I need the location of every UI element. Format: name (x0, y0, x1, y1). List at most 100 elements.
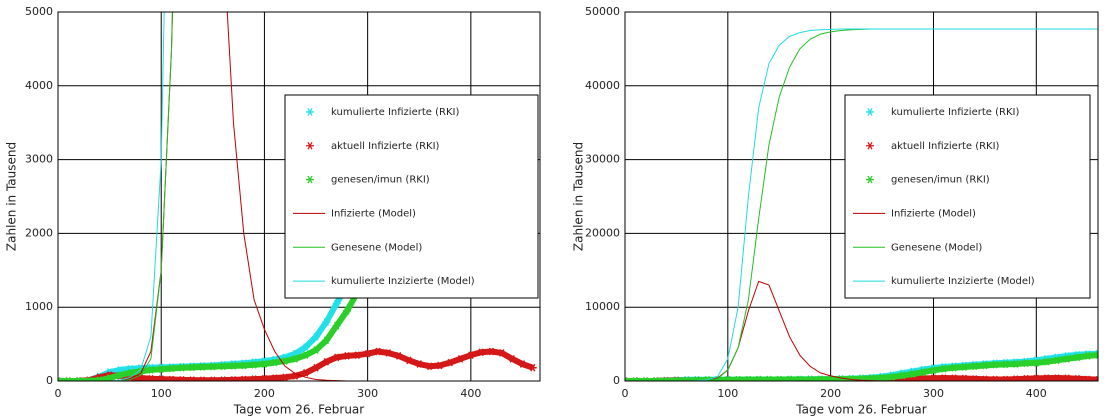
data-marker (384, 349, 393, 357)
legend-marker (866, 175, 874, 184)
x-axis-label: Tage vom 26. Februar (795, 403, 926, 417)
legend-marker (866, 141, 874, 150)
data-marker (1063, 355, 1072, 363)
y-tick-label: 4000 (25, 79, 53, 92)
x-tick-label: 400 (1026, 387, 1047, 400)
data-marker (487, 347, 496, 356)
data-marker (1001, 360, 1010, 369)
data-marker (734, 375, 743, 381)
data-marker (446, 358, 455, 367)
data-marker (291, 355, 300, 363)
data-marker (744, 375, 753, 381)
data-marker (1083, 375, 1092, 381)
data-marker (126, 369, 135, 377)
data-marker (342, 307, 351, 315)
data-marker (404, 356, 413, 365)
data-marker (157, 365, 166, 374)
x-tick-label: 0 (622, 387, 629, 400)
data-marker (950, 363, 959, 372)
data-marker (322, 318, 331, 326)
series-line (58, 12, 533, 381)
data-marker (312, 332, 321, 341)
data-marker (146, 374, 155, 381)
legend-label: Genesene (Model) (891, 242, 982, 253)
y-tick-label: 0 (613, 374, 620, 387)
data-marker (301, 351, 310, 360)
data-marker (939, 364, 948, 373)
legend-marker (306, 175, 314, 184)
data-marker (1052, 374, 1061, 381)
y-tick-label: 20000 (585, 226, 620, 239)
y-tick-label: 40000 (585, 79, 620, 92)
data-marker (260, 360, 269, 368)
y-axis-label: Zahlen in Tausend (572, 142, 586, 251)
data-marker (477, 348, 486, 357)
y-tick-label: 10000 (585, 300, 620, 313)
data-marker (188, 376, 197, 381)
data-marker (115, 371, 124, 379)
x-tick-label: 100 (717, 387, 738, 400)
data-marker (95, 376, 104, 381)
data-marker (291, 371, 300, 380)
x-tick-label: 400 (460, 387, 481, 400)
data-marker (260, 374, 269, 381)
data-marker (508, 355, 517, 363)
data-marker (980, 361, 989, 370)
data-marker (208, 376, 217, 381)
data-marker (270, 358, 279, 367)
data-marker (229, 376, 238, 381)
y-tick-label: 3000 (25, 153, 53, 166)
data-marker (723, 375, 732, 381)
data-marker (466, 351, 475, 360)
y-axis-label: Zahlen in Tausend (5, 142, 19, 251)
data-marker (625, 377, 629, 381)
data-marker (415, 360, 424, 368)
data-marker (167, 364, 176, 373)
data-marker (167, 375, 176, 381)
data-marker (301, 343, 310, 351)
plot-frame (624, 11, 1099, 382)
data-marker (312, 363, 321, 372)
x-axis-label: Tage vom 26. Februar (233, 403, 364, 417)
data-marker (528, 363, 537, 372)
legend-label: Genesene (Model) (331, 242, 422, 253)
data-marker (301, 369, 310, 377)
data-marker (836, 375, 845, 381)
data-marker (394, 352, 403, 360)
data-marker (631, 377, 640, 381)
data-marker (219, 376, 228, 381)
data-marker (497, 349, 506, 357)
legend: kumulierte Infizierte (RKI) aktuell Infiz… (844, 94, 1091, 299)
data-marker (919, 368, 928, 376)
data-marker (1042, 357, 1051, 366)
legend-label: Infizierte (Model) (331, 208, 416, 219)
x-tick-label: 200 (820, 387, 841, 400)
legend: kumulierte Infizierte (RKI) aktuell Infiz… (284, 94, 539, 299)
data-marker (64, 377, 73, 381)
data-marker (754, 375, 763, 381)
data-marker (1073, 374, 1082, 381)
data-marker (1022, 359, 1031, 368)
data-marker (970, 362, 979, 371)
data-marker (518, 360, 527, 368)
legend-box (844, 94, 1091, 299)
legend-label: aktuell Infizierte (RKI) (891, 141, 1000, 152)
data-marker (270, 374, 279, 381)
data-marker (775, 375, 784, 381)
data-marker (785, 375, 794, 381)
x-tick-label: 0 (55, 387, 62, 400)
data-marker (332, 299, 341, 308)
data-marker (177, 363, 186, 372)
data-marker (980, 375, 989, 381)
legend-box (284, 94, 539, 299)
data-marker (157, 375, 166, 381)
data-marker (322, 336, 331, 345)
data-marker (764, 375, 773, 381)
legend-label: Infizierte (Model) (891, 208, 976, 219)
data-marker (105, 374, 114, 381)
data-marker (1073, 353, 1082, 362)
legend-label: kumulierte Inzizierte (Model) (891, 276, 1035, 287)
data-marker (1052, 356, 1061, 365)
